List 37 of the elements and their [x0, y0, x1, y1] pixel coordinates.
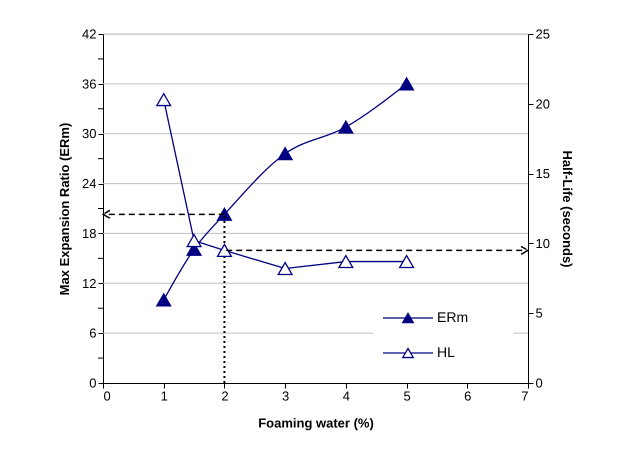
point	[278, 147, 293, 160]
y2-tick-label: 0	[536, 376, 543, 390]
x-axis-title: Foaming water (%)	[258, 416, 374, 430]
point	[186, 234, 202, 248]
point	[156, 92, 172, 106]
y-axis-title: Max Expansion Ratio (ERm)	[57, 122, 72, 296]
y2-axis-title: Half-Life (seconds)	[560, 150, 575, 268]
x-tick-label: 3	[282, 388, 290, 404]
y2-tick-label: 15	[536, 166, 550, 182]
point	[216, 244, 232, 257]
point	[338, 120, 354, 134]
legend-label: HL	[437, 344, 456, 360]
point	[399, 254, 414, 268]
y2-tick-label: 5	[536, 306, 543, 321]
x-tick-label: 1	[160, 388, 168, 404]
point	[338, 254, 354, 268]
y-tick-label: 36	[82, 76, 96, 92]
point	[278, 262, 293, 276]
y-tick-label: 12	[82, 276, 96, 291]
y2-tick-label: 20	[536, 96, 550, 112]
point	[156, 293, 172, 307]
legend-label: ERm	[437, 309, 468, 325]
y-tick-label: 0	[89, 376, 96, 390]
y2-tick-label: 25	[536, 26, 550, 42]
y-tick-label: 42	[82, 26, 96, 42]
point	[399, 77, 414, 90]
x-tick-label: 6	[464, 388, 472, 404]
x-tick-label: 0	[104, 388, 111, 404]
y-tick-label: 18	[82, 226, 96, 241]
y-tick-label: 30	[82, 126, 96, 142]
x-tick-label: 5	[403, 388, 411, 404]
y2-tick-label: 10	[536, 236, 550, 251]
x-tick-label: 7	[521, 388, 528, 404]
y-tick-label: 6	[89, 326, 96, 341]
y-tick-label: 24	[82, 176, 96, 192]
x-tick-label: 2	[221, 388, 229, 404]
x-tick-label: 4	[342, 388, 350, 404]
